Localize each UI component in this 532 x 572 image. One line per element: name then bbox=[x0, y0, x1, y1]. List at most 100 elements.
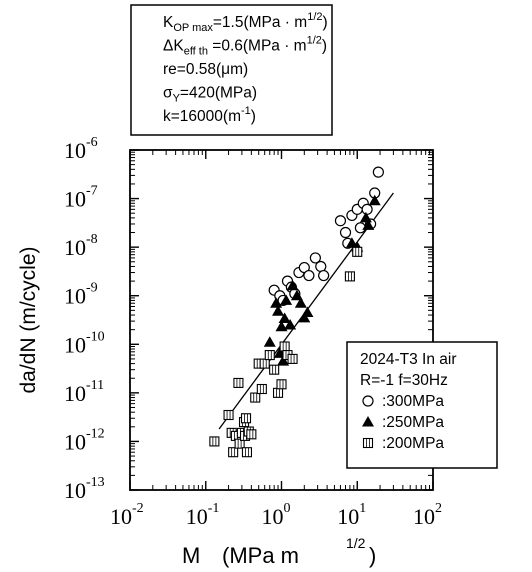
triangle-point bbox=[362, 219, 375, 230]
parameter-rest: =0.6(MPa · m bbox=[208, 38, 307, 55]
legend-title-line2: R=-1 f=30Hz bbox=[360, 372, 448, 389]
y-tick-base: 10 bbox=[64, 187, 86, 212]
square-point bbox=[264, 350, 275, 361]
square-outline bbox=[240, 413, 252, 424]
triangle-point bbox=[294, 297, 307, 308]
y-tick-base: 10 bbox=[64, 138, 86, 163]
circle-point bbox=[318, 269, 330, 282]
y-tick-exponent: -9 bbox=[86, 281, 98, 296]
parameter-lines: KOP max=1.5(MPa · m1/2)ΔKeff th =0.6(MPa… bbox=[163, 11, 328, 125]
y-tick-label: 10-13 bbox=[64, 475, 105, 503]
square-outline bbox=[264, 350, 275, 361]
square-point bbox=[256, 383, 267, 395]
square-outline bbox=[272, 387, 284, 398]
square-outline bbox=[228, 447, 239, 458]
y-tick-label: 10-12 bbox=[64, 426, 105, 454]
x-tick-label: 101 bbox=[337, 501, 366, 529]
square-outline bbox=[241, 447, 253, 458]
x-tick-exponent: -1 bbox=[208, 501, 220, 516]
parameter-line-3: σY=420(MPa) bbox=[163, 85, 257, 105]
square-point bbox=[259, 358, 270, 369]
legend-label-triangle: :250MPa bbox=[382, 414, 444, 431]
square-outline bbox=[246, 429, 257, 440]
x-tick-label: 10-1 bbox=[186, 501, 220, 529]
x-tick-exponent: 0 bbox=[284, 501, 291, 516]
legend-circle-marker bbox=[362, 395, 374, 407]
triangle-point bbox=[275, 320, 288, 332]
x-tick-base: 10 bbox=[186, 504, 208, 529]
y-tick-label: 10-9 bbox=[64, 281, 98, 309]
circle-point bbox=[334, 215, 347, 227]
y-tick-label: 10-6 bbox=[64, 135, 98, 163]
square-point bbox=[209, 436, 220, 447]
y-tick-exponent: -11 bbox=[86, 378, 104, 393]
triangle-point bbox=[284, 318, 297, 330]
square-point bbox=[246, 429, 257, 440]
parameter-superscript: -1 bbox=[241, 105, 251, 117]
triangle-point bbox=[298, 311, 311, 323]
square-point bbox=[240, 413, 252, 424]
triangle-point bbox=[301, 306, 314, 318]
x-tick-base: 10 bbox=[337, 504, 359, 529]
x-tick-exponent: 2 bbox=[435, 501, 442, 516]
x-axis-label-exponent: 1/2 bbox=[346, 535, 366, 551]
square-outline bbox=[209, 436, 220, 447]
parameter-line-0: KOP max=1.5(MPa · m1/2) bbox=[163, 11, 328, 34]
triangle-point bbox=[286, 279, 299, 291]
parameter-main: σ bbox=[163, 85, 173, 102]
square-outline bbox=[256, 383, 267, 395]
triangle-point bbox=[368, 194, 381, 206]
square-outline bbox=[250, 392, 261, 403]
square-point bbox=[344, 271, 355, 282]
circle-point bbox=[303, 269, 315, 282]
parameter-line-2: re=0.58(μm) bbox=[163, 61, 248, 78]
parameter-main: K bbox=[163, 14, 174, 31]
square-point bbox=[272, 387, 284, 398]
triangle-point bbox=[345, 237, 358, 248]
square-outline bbox=[352, 246, 363, 257]
square-outline bbox=[269, 364, 280, 375]
square-point bbox=[279, 341, 290, 352]
y-tick-label: 10-11 bbox=[64, 378, 104, 406]
parameter-rest: =420(MPa) bbox=[180, 85, 257, 102]
x-tick-base: 10 bbox=[262, 504, 284, 529]
parameter-superscript: 1/2 bbox=[307, 11, 322, 23]
legend-label-circle: :300MPa bbox=[382, 393, 444, 410]
square-point bbox=[223, 409, 234, 421]
parameter-superscript: 1/2 bbox=[307, 35, 322, 47]
y-tick-exponent: -13 bbox=[86, 475, 105, 490]
parameter-main: re=0.58( bbox=[163, 61, 222, 78]
parameter-main: k=16000(m bbox=[163, 108, 241, 125]
square-outline bbox=[234, 438, 245, 449]
square-point bbox=[269, 364, 280, 375]
square-point bbox=[228, 447, 239, 458]
square-outline bbox=[233, 377, 244, 388]
triangle-point bbox=[277, 355, 290, 366]
parameter-rest: μm) bbox=[221, 61, 248, 78]
x-tick-label: 10-2 bbox=[110, 501, 144, 529]
y-tick-label: 10-10 bbox=[64, 329, 105, 357]
square-outline bbox=[362, 437, 374, 449]
triangle-point bbox=[270, 297, 283, 308]
x-axis-label: M (MPa m 1/2 ) bbox=[182, 535, 376, 568]
parameter-box-frame bbox=[130, 4, 333, 136]
legend: 2024-T3 In air R=-1 f=30Hz :300MPa:250MP… bbox=[346, 341, 498, 469]
y-tick-exponent: -7 bbox=[86, 184, 98, 199]
square-outline bbox=[287, 353, 298, 364]
y-tick-exponent: -6 bbox=[86, 135, 98, 150]
parameter-rest: =1.5(MPa · m bbox=[213, 14, 307, 31]
triangle-point bbox=[263, 336, 276, 347]
parameter-subscript: OP max bbox=[173, 22, 213, 34]
x-axis-label-close: ) bbox=[369, 543, 376, 568]
parameter-end: ) bbox=[322, 38, 327, 55]
y-tick-label: 10-8 bbox=[64, 232, 98, 260]
x-axis-ticks: 10-2 10-1 100 101 102 bbox=[110, 150, 442, 529]
triangle-point bbox=[359, 211, 372, 223]
parameter-box: KOP max=1.5(MPa · m1/2)ΔKeff th =0.6(MPa… bbox=[130, 4, 333, 136]
y-tick-exponent: -10 bbox=[86, 329, 105, 344]
x-tick-label: 100 bbox=[262, 501, 291, 529]
square-outline bbox=[223, 409, 234, 421]
x-tick-exponent: 1 bbox=[359, 501, 366, 516]
